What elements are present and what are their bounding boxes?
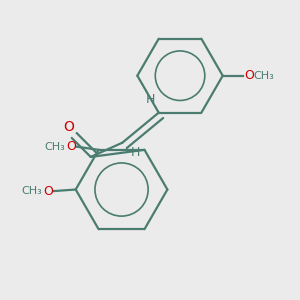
Text: O: O (66, 140, 76, 153)
Text: CH₃: CH₃ (44, 142, 65, 152)
Text: H: H (146, 93, 155, 106)
Text: H: H (131, 146, 141, 160)
Text: O: O (64, 120, 75, 134)
Text: CH₃: CH₃ (21, 186, 42, 196)
Text: CH₃: CH₃ (254, 71, 274, 81)
Text: O: O (244, 69, 254, 82)
Text: O: O (43, 184, 53, 198)
